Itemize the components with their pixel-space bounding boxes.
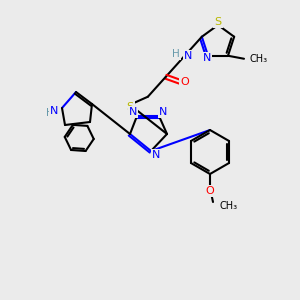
Text: N: N <box>152 150 160 160</box>
Text: O: O <box>206 186 214 196</box>
Text: N: N <box>184 51 192 61</box>
Text: N: N <box>129 107 137 117</box>
Text: CH₃: CH₃ <box>250 54 268 64</box>
Text: N: N <box>50 106 58 116</box>
Text: N: N <box>159 107 167 117</box>
Text: H: H <box>172 49 180 59</box>
Text: H: H <box>46 108 54 118</box>
Text: N: N <box>203 53 211 63</box>
Text: S: S <box>214 17 222 27</box>
Text: CH₃: CH₃ <box>220 201 238 211</box>
Text: O: O <box>181 77 189 87</box>
Text: S: S <box>126 102 134 112</box>
